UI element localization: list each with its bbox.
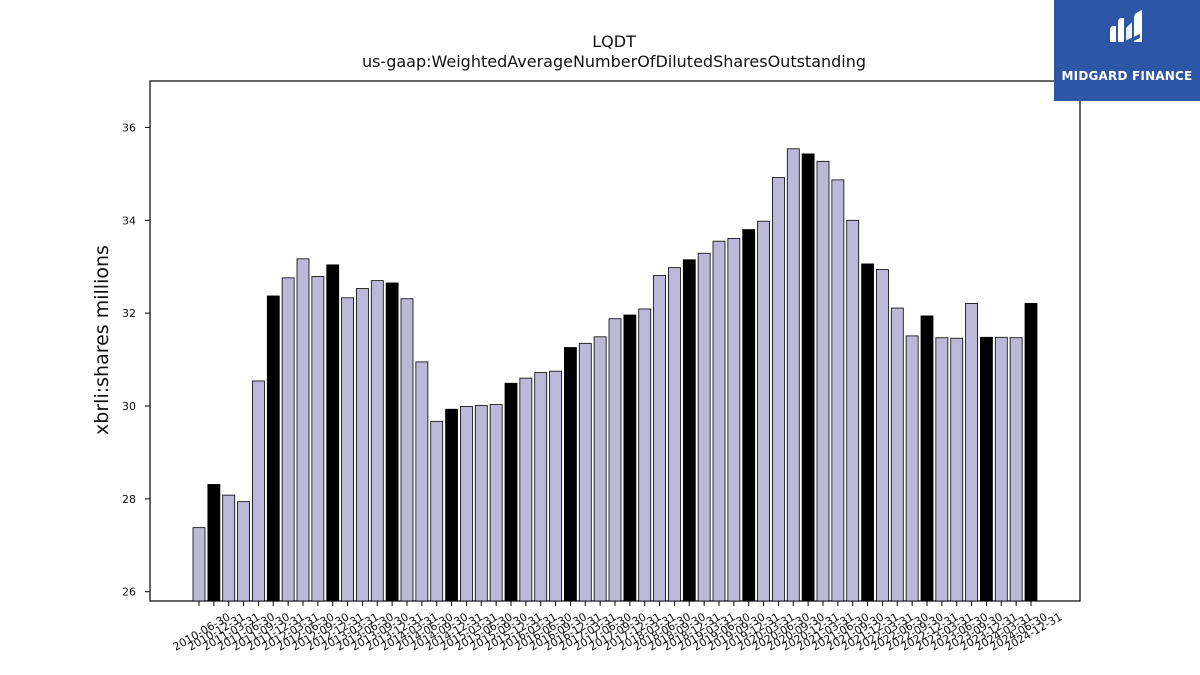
bar	[370, 280, 384, 602]
y-tick-label: 36	[122, 121, 136, 134]
bar	[682, 259, 696, 602]
bar	[965, 302, 978, 602]
bar	[935, 337, 949, 602]
bar	[757, 220, 770, 602]
bar	[578, 342, 592, 602]
bar	[192, 527, 206, 602]
bar	[638, 308, 652, 602]
bar	[445, 408, 458, 602]
bar	[727, 237, 741, 602]
bar	[430, 420, 444, 602]
bar	[252, 380, 265, 602]
bar	[846, 219, 860, 602]
bar	[400, 298, 414, 602]
bar	[504, 382, 518, 602]
bar	[296, 258, 310, 602]
bar	[816, 160, 830, 602]
bar	[237, 501, 250, 602]
bar	[460, 406, 473, 602]
bar	[311, 276, 325, 602]
bar	[980, 336, 993, 602]
y-tick-label: 32	[122, 307, 136, 320]
bar	[1009, 337, 1023, 602]
bar	[653, 275, 666, 602]
bar	[564, 347, 577, 602]
midgard-logo-icon	[1110, 10, 1142, 50]
bar	[801, 153, 815, 602]
bar	[415, 361, 429, 602]
bar	[266, 295, 280, 602]
bar	[920, 315, 934, 602]
bar	[905, 335, 919, 602]
y-tick-label: 26	[122, 586, 136, 599]
bar	[742, 229, 756, 602]
y-tick-label: 30	[122, 400, 136, 413]
bar	[474, 405, 488, 602]
bar	[950, 337, 964, 602]
bar	[772, 177, 785, 602]
bar	[534, 372, 548, 602]
y-tick-label: 28	[122, 493, 136, 506]
midgard-finance-logo: MIDGARD FINANCE	[1054, 0, 1200, 101]
chart-title: LQDT	[592, 32, 636, 51]
bar	[697, 252, 711, 602]
bar	[831, 179, 845, 602]
bar	[890, 307, 904, 602]
bar	[994, 336, 1008, 602]
bar	[207, 484, 221, 602]
bar	[341, 297, 354, 602]
bar	[385, 282, 399, 602]
bar	[356, 288, 369, 602]
y-tick-label: 34	[122, 214, 136, 227]
bar	[489, 404, 503, 602]
bar	[608, 318, 622, 602]
bar	[712, 240, 726, 602]
bar	[1024, 302, 1038, 602]
bars	[192, 148, 1038, 602]
bar	[623, 314, 637, 602]
logo-text: MIDGARD FINANCE	[1061, 69, 1193, 83]
bar	[861, 263, 874, 602]
bar	[549, 370, 562, 602]
bar	[786, 148, 800, 602]
bar	[668, 267, 681, 602]
chart-subtitle: us-gaap:WeightedAverageNumberOfDilutedSh…	[361, 52, 867, 71]
bar	[593, 336, 607, 602]
bar	[876, 269, 889, 602]
bar	[326, 264, 340, 602]
y-axis-label: xbrli:shares millions	[91, 245, 113, 435]
bar	[519, 377, 533, 602]
bar	[222, 494, 236, 602]
bar	[281, 277, 295, 602]
